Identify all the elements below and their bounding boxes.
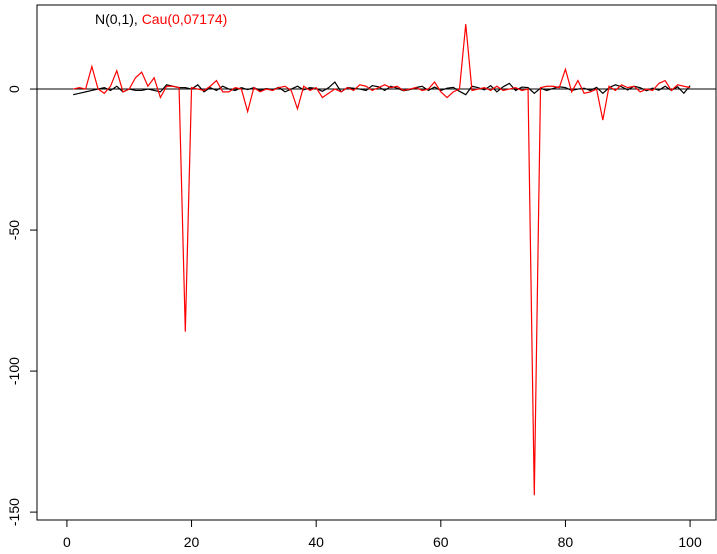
plot-box	[36, 4, 717, 521]
legend-entry: Cau(0,07174)	[142, 11, 228, 27]
x-tick-label: 40	[308, 534, 324, 550]
x-tick-label: 60	[433, 534, 449, 550]
y-tick-label: 0	[6, 85, 22, 93]
x-tick-label: 20	[184, 534, 200, 550]
y-tick-label: -150	[6, 498, 22, 526]
x-tick-label: 80	[558, 534, 574, 550]
series-line	[73, 24, 691, 496]
y-tick-label: -100	[6, 357, 22, 385]
x-tick-label: 0	[63, 534, 71, 550]
legend-entry: N(0,1)	[95, 11, 134, 27]
legend: N(0,1), Cau(0,07174)	[95, 11, 227, 27]
y-tick-label: -50	[6, 220, 22, 240]
x-tick-label: 100	[678, 534, 702, 550]
legend-separator: ,	[134, 11, 138, 27]
